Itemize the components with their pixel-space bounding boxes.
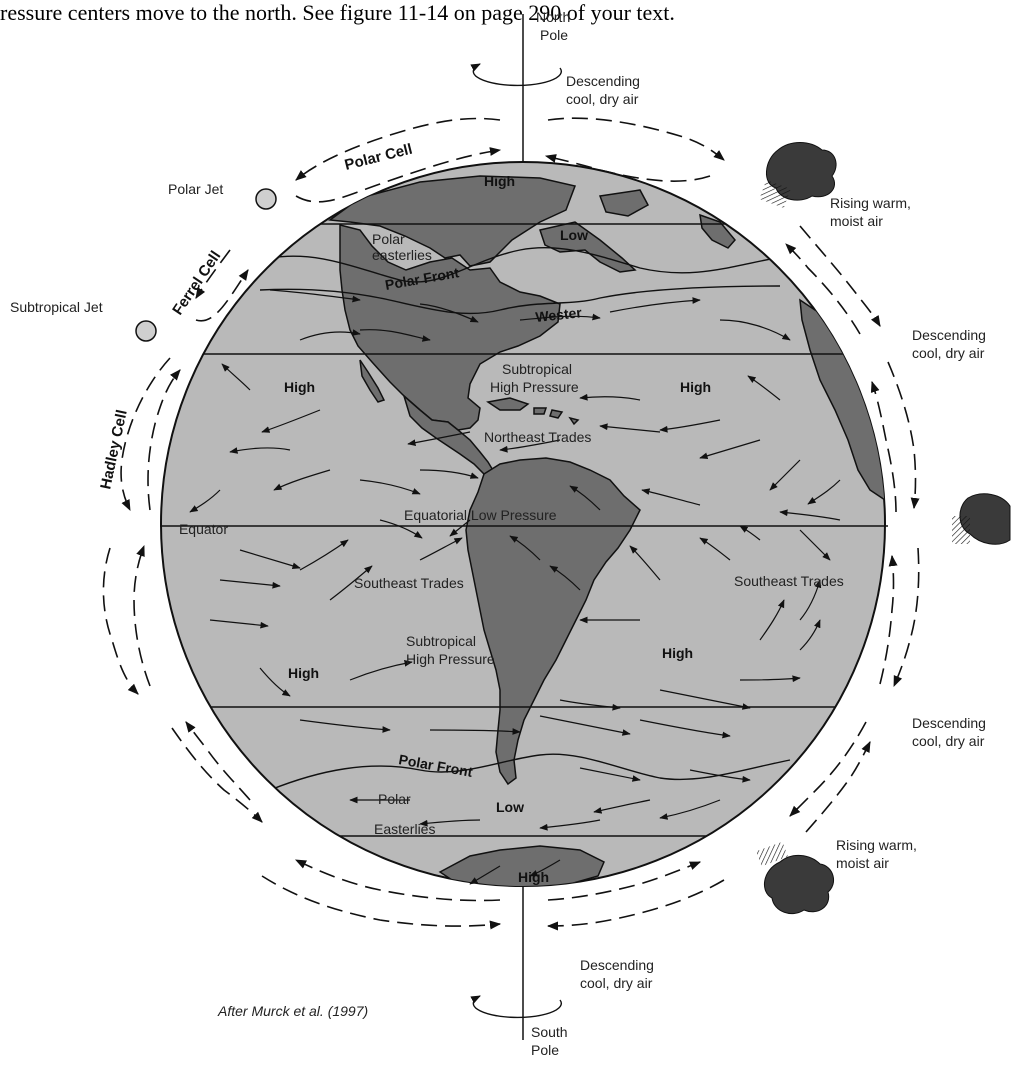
land-baja: [359, 359, 386, 403]
label-westerlies: Wester: [535, 304, 583, 325]
label-subtropical-high-n-2: High Pressure: [490, 379, 579, 395]
label-equator: Equator: [179, 521, 228, 537]
header-text: ressure centers move to the north. See f…: [0, 0, 675, 25]
label-high-ne: High: [680, 379, 711, 395]
polar-jet-label: Polar Jet: [168, 181, 223, 197]
label-polar-easterlies-s-2: Easterlies: [374, 821, 435, 837]
label-polar-easterlies-n-2: easterlies: [372, 247, 432, 263]
south-pole-label-1: South: [531, 1024, 568, 1040]
south-pole-label-2: Pole: [531, 1042, 559, 1058]
north-rotation-icon: [470, 63, 563, 87]
polar-jet-icon: [255, 188, 277, 210]
wind-arrows: [189, 289, 841, 885]
land-iceland: [598, 189, 650, 217]
subtropical-jet-icon: [135, 320, 157, 342]
rise-label-2a: Rising warm,: [836, 837, 917, 853]
desc-label-3b: cool, dry air: [912, 733, 985, 749]
land-north-america: [339, 224, 561, 431]
right-circulation-cells: [544, 117, 920, 931]
ferrel-cell-label: Ferrel Cell: [169, 248, 224, 318]
label-subtropical-high-n-1: Subtropical: [502, 361, 572, 377]
desc-label-3a: Descending: [912, 715, 986, 731]
label-high-sw: High: [288, 665, 319, 681]
land-europe: [699, 213, 736, 249]
desc-label-2b: cool, dry air: [912, 345, 985, 361]
land-caribbean: [486, 397, 580, 426]
cloud-icon-3: [756, 841, 835, 914]
cloud-icon-2: [952, 493, 1011, 545]
land-greenland: [327, 175, 577, 267]
rise-label-1b: moist air: [830, 213, 883, 229]
label-northeast-trades: Northeast Trades: [484, 429, 591, 445]
label-southeast-trades-e: Southeast Trades: [734, 573, 844, 589]
north-pole-label-1: North: [536, 9, 570, 25]
desc-label-1b: cool, dry air: [566, 91, 639, 107]
hadley-cell-label: Hadley Cell: [97, 408, 130, 491]
credit-label: After Murck et al. (1997): [217, 1003, 368, 1019]
north-pole-label-2: Pole: [540, 27, 568, 43]
label-low-south: Low: [496, 799, 524, 815]
desc-label-4b: cool, dry air: [580, 975, 653, 991]
south-rotation-icon: [470, 995, 563, 1019]
label-low-north: Low: [560, 227, 588, 243]
label-polar-easterlies-n-1: Polar: [372, 231, 405, 247]
left-circulation-cells: [102, 117, 502, 930]
subtropical-jet-label: Subtropical Jet: [10, 299, 103, 315]
desc-label-2a: Descending: [912, 327, 986, 343]
label-southeast-trades-w: Southeast Trades: [354, 575, 464, 591]
cloud-icon-1: [759, 142, 837, 208]
desc-label-4a: Descending: [580, 957, 654, 973]
label-equatorial-low: Equatorial Low Pressure: [404, 507, 557, 523]
label-subtropical-high-s-1: Subtropical: [406, 633, 476, 649]
globe: High Low Polar easterlies Polar Front We…: [160, 161, 888, 887]
label-high-north-polar: High: [484, 173, 515, 189]
label-polar-easterlies-s-1: Polar: [378, 791, 411, 807]
desc-label-1a: Descending: [566, 73, 640, 89]
label-high-nw: High: [284, 379, 315, 395]
label-subtropical-high-s-2: High Pressure: [406, 651, 495, 667]
label-high-se: High: [662, 645, 693, 661]
label-high-south-polar: High: [518, 869, 549, 885]
rise-label-1a: Rising warm,: [830, 195, 911, 211]
polar-cell-label: Polar Cell: [343, 141, 414, 174]
rise-label-2b: moist air: [836, 855, 889, 871]
